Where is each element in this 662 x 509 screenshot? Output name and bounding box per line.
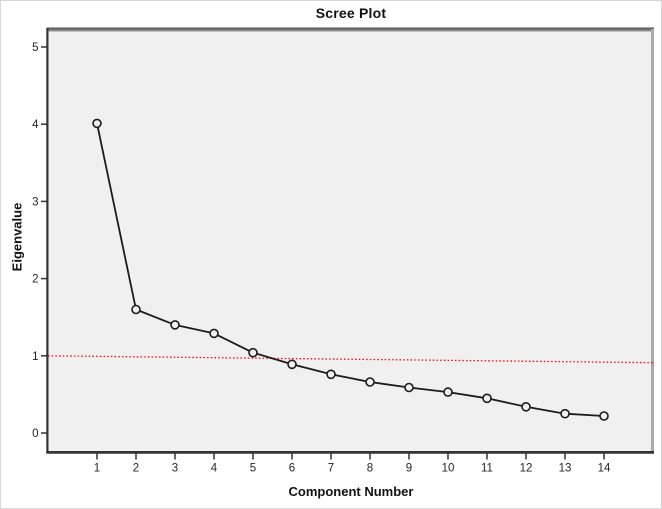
data-point-marker <box>248 347 258 358</box>
y-axis-title: Eigenvalue <box>9 202 25 272</box>
y-tick-label: 0 <box>32 428 38 440</box>
data-point-marker <box>209 328 219 339</box>
x-tick-label: 7 <box>328 463 334 475</box>
data-point-marker <box>131 304 141 315</box>
x-tick-label: 1 <box>94 463 100 475</box>
x-tick-label: 13 <box>559 463 572 475</box>
x-tick-label: 12 <box>520 463 533 475</box>
x-tick-label: 4 <box>211 463 218 475</box>
data-point-marker <box>287 359 297 370</box>
x-tick-label: 3 <box>172 463 178 475</box>
data-point-marker <box>521 401 531 412</box>
data-point-marker <box>365 377 375 387</box>
y-tick-label: 4 <box>32 119 39 131</box>
y-tick-label: 5 <box>32 42 38 54</box>
x-axis-title: Component Number <box>288 484 414 499</box>
x-tick-label: 5 <box>250 463 256 475</box>
chart-title: Scree Plot <box>315 5 387 21</box>
x-tick-label: 14 <box>598 463 611 475</box>
x-tick-label: 11 <box>481 463 493 475</box>
plot-panel <box>48 29 654 453</box>
data-point-marker <box>92 118 102 129</box>
eigenvalue-series-line <box>96 123 605 417</box>
panel-right-border <box>651 29 654 453</box>
data-point-marker <box>482 393 492 404</box>
y-tick-label: 2 <box>32 274 38 286</box>
x-tick-label: 10 <box>442 463 455 475</box>
panel-top-border <box>47 27 654 32</box>
y-tick-label: 3 <box>32 196 38 208</box>
data-point-marker <box>170 320 180 330</box>
y-tick-label: 1 <box>32 351 38 363</box>
x-tick-label: 6 <box>289 463 295 475</box>
data-point-marker <box>560 408 570 419</box>
data-point-marker <box>443 387 453 397</box>
data-point-marker <box>404 382 414 393</box>
data-point-marker <box>326 369 336 380</box>
eigenvalue-1-reference-line <box>47 355 655 364</box>
x-tick-label: 2 <box>133 463 139 475</box>
data-point-marker <box>599 411 609 421</box>
x-tick-label: 8 <box>367 463 373 475</box>
x-tick-label: 9 <box>406 463 412 475</box>
